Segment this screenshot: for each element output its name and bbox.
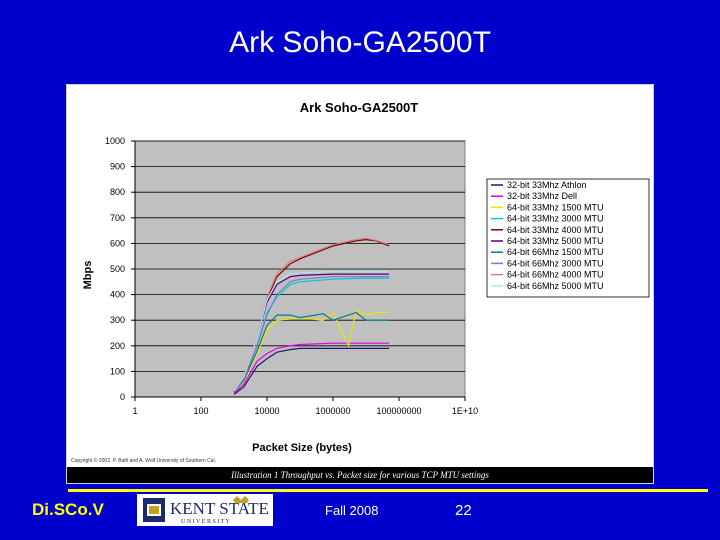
series-line	[233, 276, 390, 393]
logo-wordmark: KENT STATE	[170, 499, 269, 518]
legend-label: 64-bit 33Mhz 4000 MTU	[507, 225, 604, 235]
y-tick-label: 600	[110, 238, 125, 248]
y-tick-label: 900	[110, 162, 125, 172]
legend-label: 64-bit 66Mhz 3000 MTU	[507, 258, 604, 268]
x-axis-label: Packet Size (bytes)	[252, 442, 352, 454]
y-tick-label: 1000	[105, 136, 125, 146]
copyright-text: Copyright © 2002, P. Bahl and A. Wolf Un…	[71, 457, 216, 464]
x-tick-label: 1	[132, 406, 137, 416]
chart-figure: Ark Soho-GA2500T Mbps Packet Size (bytes…	[66, 84, 654, 484]
logo-emblem-icon	[143, 498, 165, 522]
legend-label: 64-bit 66Mhz 5000 MTU	[507, 281, 604, 291]
legend-label: 64-bit 66Mhz 4000 MTU	[507, 270, 604, 280]
x-tick-label: 100000000	[376, 406, 421, 416]
series-line	[233, 309, 390, 393]
kent-state-logo: KENT STATE U N I V E R S I T Y	[137, 494, 273, 526]
legend-label: 32-bit 33Mhz Athlon	[507, 180, 587, 190]
slide-title: Ark Soho-GA2500T	[229, 26, 491, 59]
y-tick-label: 0	[120, 392, 125, 402]
footer-divider	[68, 489, 708, 492]
logo-subtext: U N I V E R S I T Y	[181, 519, 231, 525]
y-tick-label: 100	[110, 366, 125, 376]
footer-brand: Di.SCo.V	[32, 500, 104, 519]
y-tick-label: 700	[110, 213, 125, 223]
x-tick-label: 10000	[254, 406, 279, 416]
y-tick-label: 500	[110, 264, 125, 274]
series-line	[233, 271, 390, 391]
legend-box	[486, 178, 650, 298]
x-tick-label: 1E+10	[452, 406, 478, 416]
legend-label: 32-bit 33Mhz Dell	[507, 191, 577, 201]
logo-crown-icon	[233, 496, 249, 503]
x-tick-label: 100	[193, 406, 208, 416]
page-number: 22	[455, 502, 472, 519]
legend-label: 64-bit 33Mhz 3000 MTU	[507, 214, 604, 224]
legend-label: 64-bit 33Mhz 1500 MTU	[507, 202, 604, 212]
throughput-chart: Ark Soho-GA2500T Mbps Packet Size (bytes…	[71, 100, 650, 464]
y-axis-label: Mbps	[82, 261, 94, 290]
figure-caption: Illustration 1 Throughput vs. Packet siz…	[67, 467, 653, 483]
series-line	[233, 347, 390, 395]
y-tick-label: 200	[110, 341, 125, 351]
x-tick-label: 1000000	[315, 406, 350, 416]
legend-label: 64-bit 33Mhz 5000 MTU	[507, 236, 604, 246]
footer-date: Fall 2008	[325, 503, 379, 518]
series-line	[233, 311, 390, 393]
legend-label: 64-bit 66Mhz 1500 MTU	[507, 247, 604, 257]
chart-title: Ark Soho-GA2500T	[300, 100, 419, 115]
y-tick-label: 800	[110, 187, 125, 197]
y-tick-label: 400	[110, 290, 125, 300]
y-tick-label: 300	[110, 315, 125, 325]
